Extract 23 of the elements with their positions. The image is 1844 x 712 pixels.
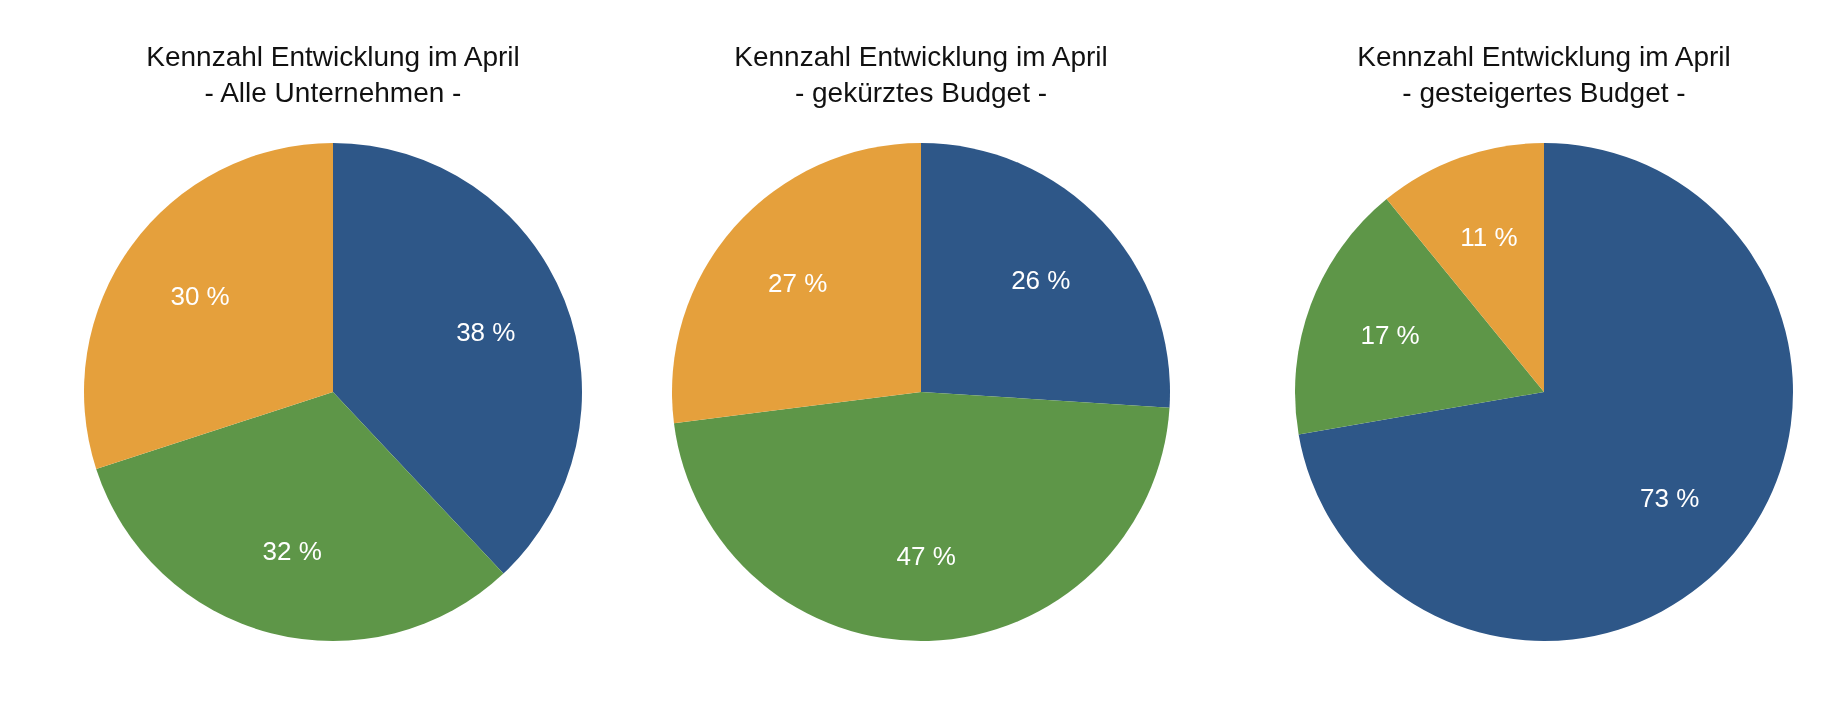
data-label: 30 % <box>170 280 230 311</box>
data-label: 17 % <box>1360 319 1420 350</box>
data-label: 47 % <box>896 541 956 572</box>
data-label: 73 % <box>1640 482 1700 513</box>
pie-slice <box>96 392 504 641</box>
pie-slice <box>672 143 921 424</box>
chart-title: Kennzahl Entwicklung im April <box>734 41 1108 72</box>
chart-subtitle: - Alle Unternehmen - <box>204 77 462 108</box>
chart-title: Kennzahl Entwicklung im April <box>1357 41 1731 72</box>
pie-slice <box>1298 143 1793 641</box>
chart-title: Kennzahl Entwicklung im April <box>146 41 520 72</box>
chart-subtitle: - gekürztes Budget - <box>794 77 1048 108</box>
pie-slice <box>673 392 1170 641</box>
pie-slice <box>333 143 582 574</box>
pie-slice <box>84 143 333 469</box>
data-label: 32 % <box>262 536 322 567</box>
pie-slice <box>921 143 1170 408</box>
data-label: 38 % <box>456 316 516 347</box>
data-label: 27 % <box>768 268 828 299</box>
data-label: 11 % <box>1460 222 1518 253</box>
data-label: 26 % <box>1011 264 1071 295</box>
pie-slice <box>1295 199 1544 435</box>
chart-subtitle: - gesteigertes Budget - <box>1402 77 1686 108</box>
